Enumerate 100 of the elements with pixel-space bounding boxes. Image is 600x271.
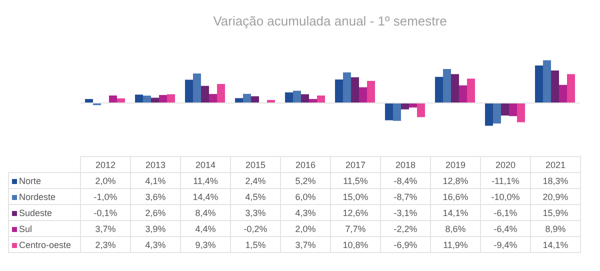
data-label: 15,0% xyxy=(330,188,380,204)
data-label: 16,6% xyxy=(430,188,480,204)
data-label: -6,1% xyxy=(480,204,530,220)
chart-title: Variação acumulada anual - 1º semestre xyxy=(213,13,447,28)
data-label: 6,0% xyxy=(280,188,330,204)
bar xyxy=(143,96,151,104)
bar xyxy=(493,103,501,124)
data-label: -0,2% xyxy=(230,220,280,236)
bar xyxy=(501,103,509,116)
bar xyxy=(359,87,367,104)
legend-label: Sul xyxy=(8,220,80,236)
data-label: -8,7% xyxy=(380,188,430,204)
bar xyxy=(543,60,551,104)
data-label: -2,2% xyxy=(380,220,430,236)
data-label: 3,3% xyxy=(230,204,280,220)
data-label: -9,4% xyxy=(480,236,530,252)
x-tick-label: 2012 xyxy=(80,156,130,172)
data-label: 15,9% xyxy=(530,204,580,220)
data-label: 4,4% xyxy=(180,220,230,236)
data-label: 2,3% xyxy=(80,236,130,252)
legend-label: Norte xyxy=(8,172,80,188)
data-label: -6,9% xyxy=(380,236,430,252)
data-label: 3,7% xyxy=(80,220,130,236)
x-tick-label: 2014 xyxy=(180,156,230,172)
bar xyxy=(343,72,351,104)
data-label: 20,9% xyxy=(530,188,580,204)
data-label: -10,0% xyxy=(480,188,530,204)
data-label: 10,8% xyxy=(330,236,380,252)
data-label: 2,4% xyxy=(230,172,280,188)
bar xyxy=(459,85,467,104)
bar xyxy=(517,103,525,122)
bar xyxy=(285,92,293,104)
bar xyxy=(435,76,443,104)
data-label: 8,6% xyxy=(430,220,480,236)
bar xyxy=(443,69,451,104)
bar xyxy=(551,70,559,104)
bar xyxy=(467,78,475,104)
x-tick-label: 2016 xyxy=(280,156,330,172)
bar xyxy=(335,79,343,104)
data-label: 4,3% xyxy=(280,204,330,220)
bar xyxy=(393,103,401,121)
data-label: 14,1% xyxy=(530,236,580,252)
bar xyxy=(135,94,143,104)
data-label: 12,6% xyxy=(330,204,380,220)
data-label: 14,4% xyxy=(180,188,230,204)
bar xyxy=(217,84,225,104)
bar xyxy=(367,80,375,104)
data-label: 11,9% xyxy=(430,236,480,252)
bar xyxy=(185,80,193,104)
data-label: 2,6% xyxy=(130,204,180,220)
bar xyxy=(385,103,393,120)
bar xyxy=(151,98,159,104)
data-label: 3,9% xyxy=(130,220,180,236)
bar xyxy=(417,103,425,118)
data-label: 2,0% xyxy=(280,220,330,236)
data-label: 14,1% xyxy=(430,204,480,220)
bar xyxy=(401,103,409,110)
x-tick-label: 2021 xyxy=(530,156,580,172)
data-label: 18,3% xyxy=(530,172,580,188)
bar xyxy=(535,66,543,104)
data-label: -8,4% xyxy=(380,172,430,188)
bar xyxy=(193,74,201,104)
legend-label: Nordeste xyxy=(8,188,80,204)
data-label: 1,5% xyxy=(230,236,280,252)
data-label: 4,1% xyxy=(130,172,180,188)
data-label: 12,8% xyxy=(430,172,480,188)
bar xyxy=(317,95,325,104)
x-tick-label: 2013 xyxy=(130,156,180,172)
bar xyxy=(159,95,167,104)
legend-label: Centro-oeste xyxy=(8,236,80,252)
x-tick-label: 2017 xyxy=(330,156,380,172)
data-label: -11,1% xyxy=(480,172,530,188)
data-label: -1,0% xyxy=(80,188,130,204)
data-label: 9,3% xyxy=(180,236,230,252)
bar xyxy=(293,90,301,104)
x-tick-label: 2020 xyxy=(480,156,530,172)
bar xyxy=(201,86,209,104)
bar xyxy=(209,94,217,104)
bar xyxy=(451,74,459,104)
data-label: 2,0% xyxy=(80,172,130,188)
data-label: 4,5% xyxy=(230,188,280,204)
bar xyxy=(351,77,359,104)
data-label: 11,5% xyxy=(330,172,380,188)
bar xyxy=(485,103,493,126)
data-label: 8,9% xyxy=(530,220,580,236)
bar xyxy=(567,74,575,104)
bar xyxy=(559,84,567,104)
data-label: 8,4% xyxy=(180,204,230,220)
legend-label: Sudeste xyxy=(8,204,80,220)
x-tick-label: 2015 xyxy=(230,156,280,172)
data-label: 3,7% xyxy=(280,236,330,252)
x-tick-label: 2019 xyxy=(430,156,480,172)
data-label: 11,4% xyxy=(180,172,230,188)
bar xyxy=(301,94,309,104)
x-tick-label: 2018 xyxy=(380,156,430,172)
data-label: 3,6% xyxy=(130,188,180,204)
data-label: 7,7% xyxy=(330,220,380,236)
bar xyxy=(167,94,175,104)
data-label: -3,1% xyxy=(380,204,430,220)
bar xyxy=(235,98,243,104)
